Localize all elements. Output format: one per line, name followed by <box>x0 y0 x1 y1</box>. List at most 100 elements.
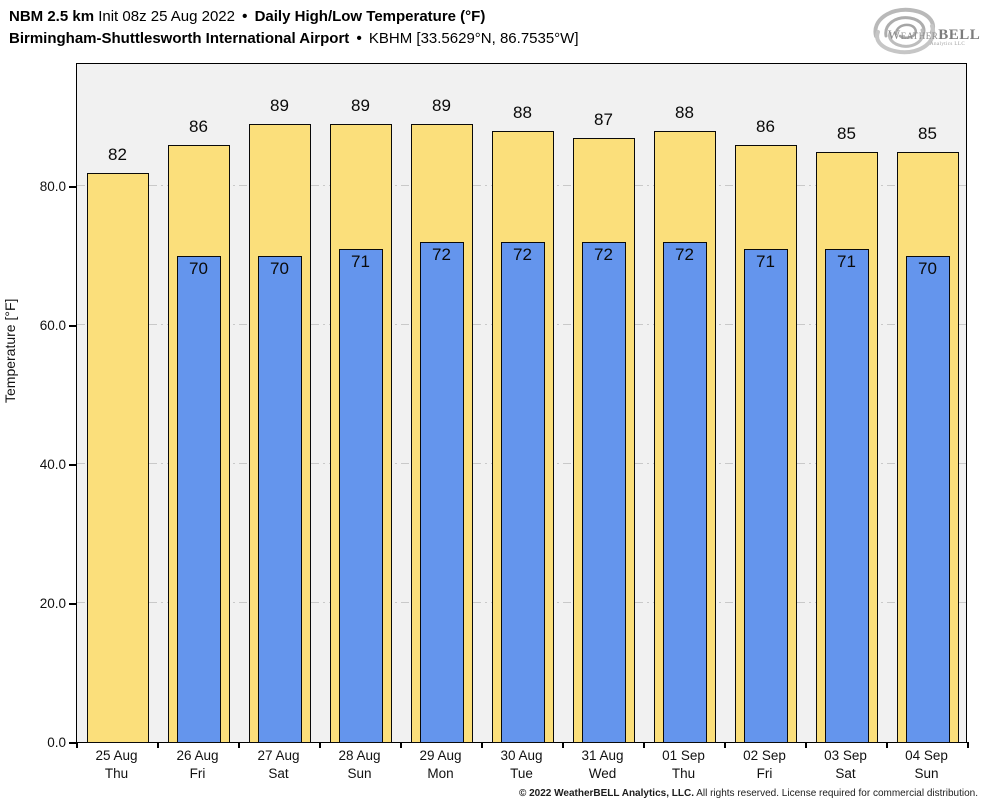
low-value-label: 71 <box>351 252 370 272</box>
rights-text: All rights reserved. License required fo… <box>696 788 978 799</box>
low-bar: 71 <box>338 249 383 743</box>
high-value-label: 89 <box>351 96 370 116</box>
high-value-label: 86 <box>189 117 208 137</box>
bullet-separator: • <box>356 30 362 47</box>
day-slot: 85 71 <box>806 64 887 743</box>
low-value-label: 72 <box>594 245 613 265</box>
x-tick-date: 27 Aug <box>257 748 300 763</box>
x-tick-day: Sun <box>914 766 939 781</box>
x-tick-day: Mon <box>427 766 454 781</box>
day-slot: 86 70 <box>158 64 239 743</box>
x-tick-day: Fri <box>756 766 773 781</box>
x-tick-label: 29 Aug Mon <box>400 747 481 783</box>
x-tick-label: 31 Aug Wed <box>562 747 643 783</box>
x-tick-date: 25 Aug <box>95 748 138 763</box>
x-axis-tick <box>967 742 969 748</box>
x-tick-date: 04 Sep <box>905 748 948 763</box>
x-axis-tick <box>562 742 564 748</box>
logo-weather-text: Weather <box>888 27 939 42</box>
low-bar: 70 <box>257 256 302 743</box>
x-tick-label: 03 Sep Sat <box>805 747 886 783</box>
plot-area: 82 86 70 89 70 89 71 89 72 88 72 87 72 88 72 86 71 85 71 85… <box>76 63 969 748</box>
x-tick-day: Sun <box>347 766 372 781</box>
x-tick-label: 27 Aug Sat <box>238 747 319 783</box>
x-axis-tick <box>400 742 402 748</box>
x-tick-date: 01 Sep <box>662 748 705 763</box>
bullet-separator: • <box>242 8 248 25</box>
low-bar: 71 <box>824 249 869 743</box>
low-bar: 72 <box>419 242 464 743</box>
x-tick-date: 26 Aug <box>176 748 219 763</box>
high-value-label: 88 <box>513 103 532 123</box>
x-tick-label: 01 Sep Thu <box>643 747 724 783</box>
logo-bell-text: BELL <box>938 27 981 43</box>
day-slot: 89 70 <box>239 64 320 743</box>
day-slot: 87 72 <box>563 64 644 743</box>
low-bar: 72 <box>581 242 626 743</box>
day-slot: 88 72 <box>482 64 563 743</box>
x-tick-label: 04 Sep Sun <box>886 747 967 783</box>
x-tick-day: Sat <box>268 766 289 781</box>
x-axis-tick <box>643 742 645 748</box>
y-tick <box>69 742 76 744</box>
day-slot: 88 72 <box>644 64 725 743</box>
high-bar <box>86 172 149 743</box>
low-bar: 70 <box>905 256 950 743</box>
x-tick-label: 28 Aug Sun <box>319 747 400 783</box>
y-axis-label: Temperature [°F] <box>2 298 18 403</box>
x-tick-date: 02 Sep <box>743 748 786 763</box>
x-axis-tick <box>76 742 78 748</box>
y-tick-label: 0.0 <box>47 735 66 750</box>
model-name: NBM 2.5 km <box>9 8 95 25</box>
day-slot: 89 72 <box>401 64 482 743</box>
x-axis-tick <box>238 742 240 748</box>
page-title: NBM 2.5 km Init 08z 25 Aug 2022 • Daily … <box>9 6 485 28</box>
product-name: Daily High/Low Temperature (°F) <box>254 8 486 25</box>
x-axis-tick <box>724 742 726 748</box>
low-bar: 70 <box>176 256 221 743</box>
y-tick-label: 80.0 <box>39 178 66 194</box>
low-bar: 72 <box>662 242 707 743</box>
day-slot: 89 71 <box>320 64 401 743</box>
x-tick-date: 28 Aug <box>338 748 381 763</box>
day-slot: 85 70 <box>887 64 968 743</box>
y-tick <box>69 325 76 327</box>
logo-subtext: Analytics LLC <box>930 42 966 47</box>
x-axis-tick <box>481 742 483 748</box>
weatherbell-logo: WeatherBELL Analytics LLC <box>862 2 981 60</box>
x-tick-date: 31 Aug <box>581 748 624 763</box>
low-value-label: 72 <box>675 245 694 265</box>
x-tick-date: 29 Aug <box>419 748 462 763</box>
y-tick-label: 40.0 <box>39 456 66 472</box>
y-tick <box>69 186 76 188</box>
high-value-label: 85 <box>918 124 937 143</box>
low-value-label: 72 <box>432 245 451 265</box>
low-bar: 71 <box>743 249 788 743</box>
low-value-label: 70 <box>270 259 289 279</box>
x-tick-label: 30 Aug Tue <box>481 747 562 783</box>
high-value-label: 89 <box>270 96 289 116</box>
high-value-label: 82 <box>108 144 127 164</box>
day-slot: 82 <box>77 64 158 743</box>
station-title: Birmingham-Shuttlesworth International A… <box>9 28 579 50</box>
footer-copyright: © 2022 WeatherBELL Analytics, LLC. All r… <box>519 788 978 799</box>
high-value-label: 85 <box>837 124 856 143</box>
y-tick-label: 20.0 <box>39 595 66 611</box>
x-tick-label: 02 Sep Fri <box>724 747 805 783</box>
day-slot: 86 71 <box>725 64 806 743</box>
x-axis-tick <box>319 742 321 748</box>
copyright-text: © 2022 WeatherBELL Analytics, LLC. <box>518 788 694 799</box>
station-name: Birmingham-Shuttlesworth International A… <box>9 30 350 47</box>
x-axis-tick <box>805 742 807 748</box>
low-value-label: 70 <box>189 259 208 279</box>
x-tick-date: 30 Aug <box>500 748 543 763</box>
init-time: Init 08z 25 Aug 2022 <box>98 8 235 25</box>
low-value-label: 71 <box>837 252 856 272</box>
y-tick <box>69 464 76 466</box>
high-value-label: 89 <box>432 96 451 116</box>
swirl-icon <box>873 7 936 55</box>
y-tick-label: 60.0 <box>39 317 66 333</box>
x-tick-day: Wed <box>588 766 617 781</box>
low-value-label: 70 <box>918 259 937 279</box>
